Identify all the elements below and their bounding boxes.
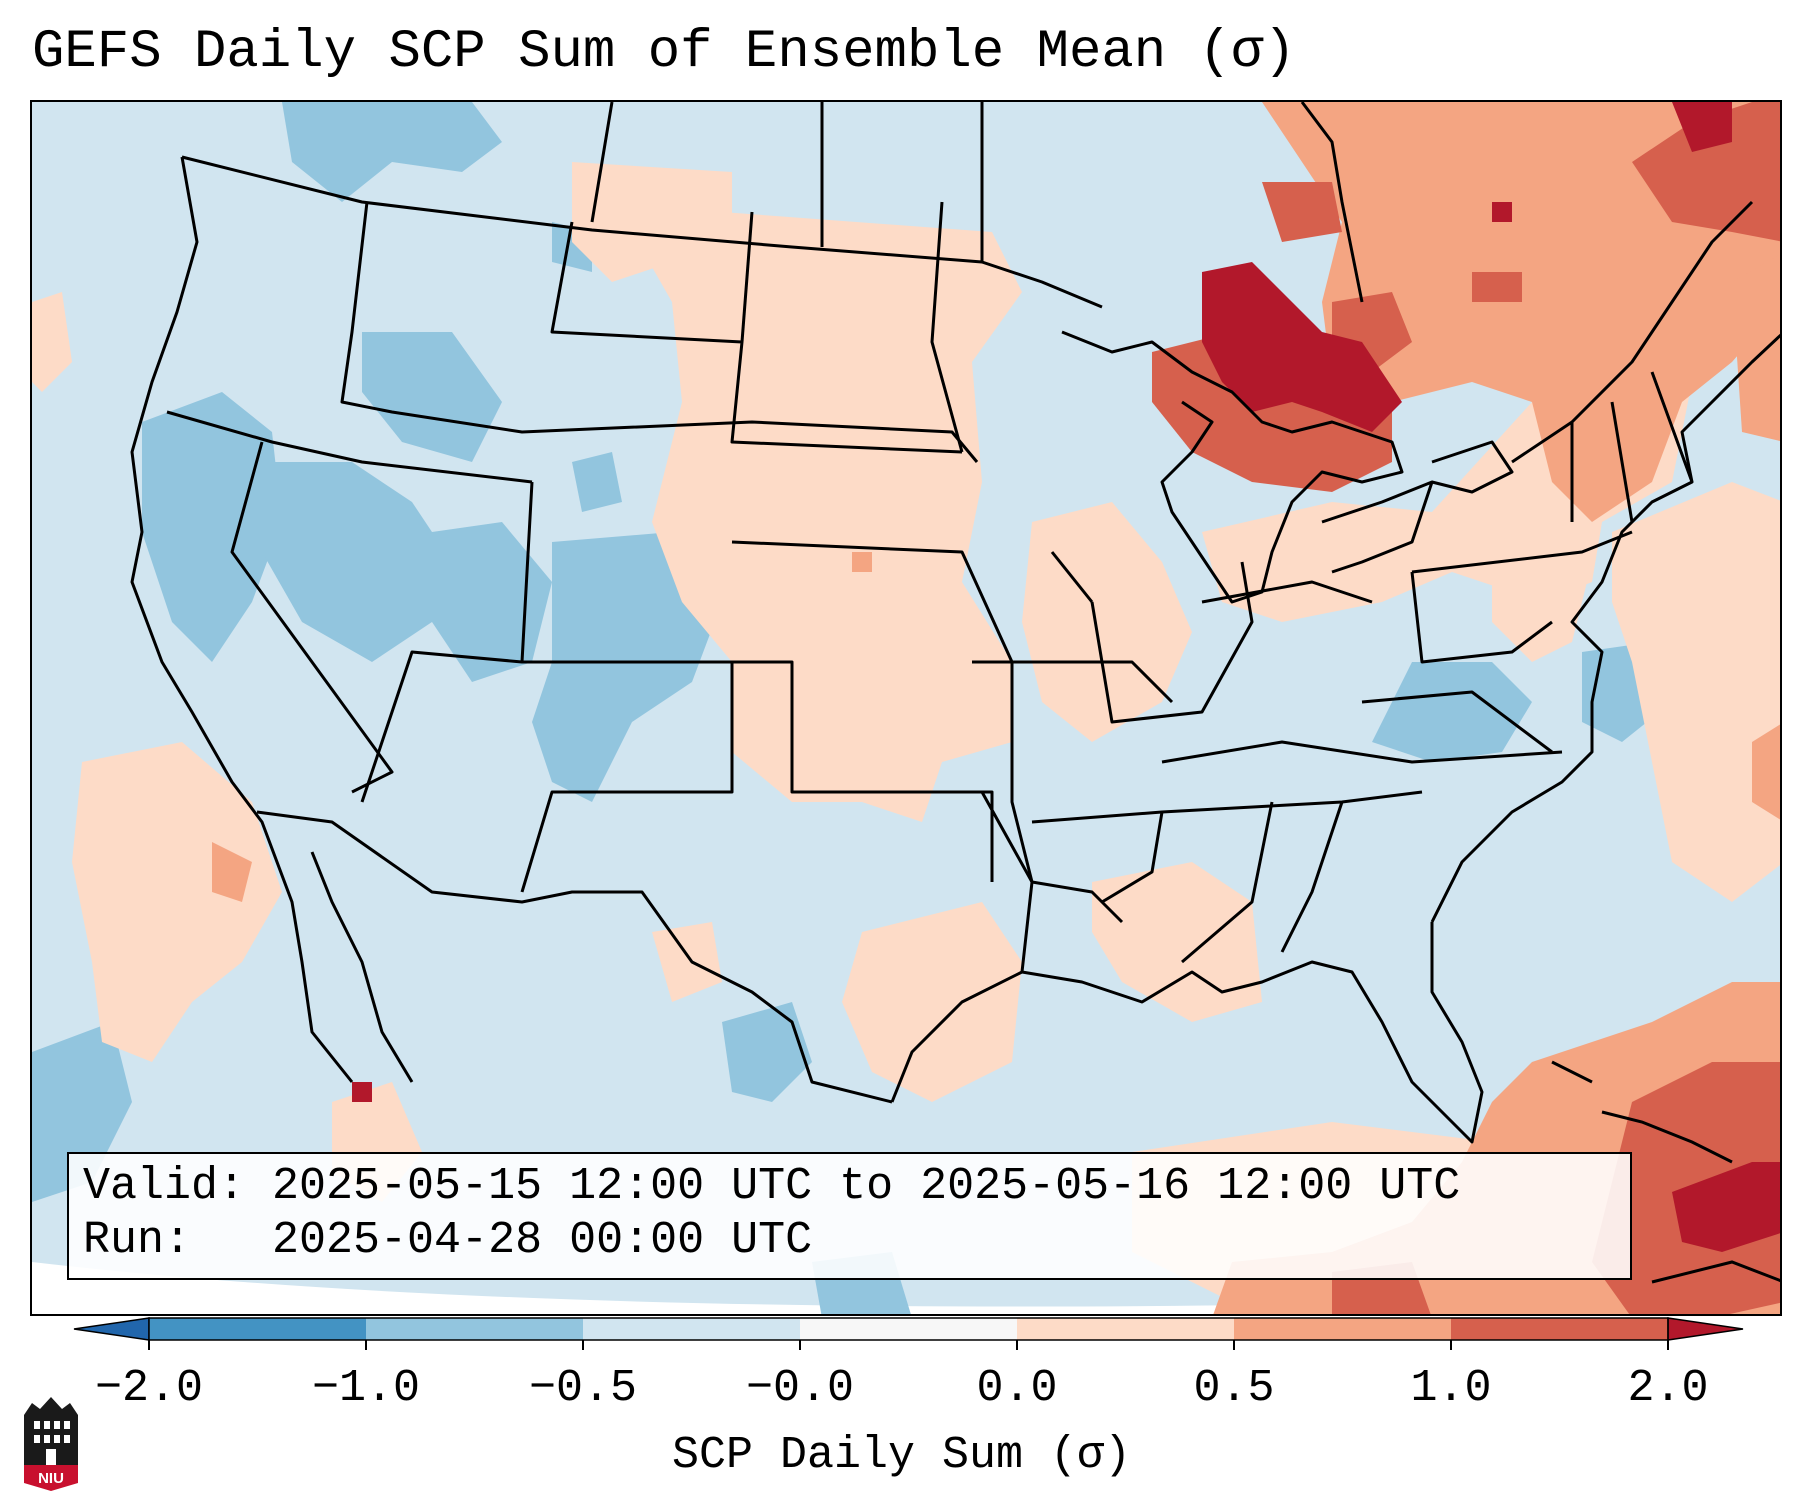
colorbar-bin bbox=[366, 1318, 583, 1340]
colorbar bbox=[73, 1317, 1744, 1350]
colorbar-bin bbox=[149, 1318, 366, 1340]
colorbar-tick-label: −2.0 bbox=[94, 1363, 204, 1414]
map-corner-blank bbox=[32, 1262, 1780, 1314]
colorbar-tick-label: −1.0 bbox=[311, 1363, 421, 1414]
colorbar-tick-label: 2.0 bbox=[1627, 1363, 1709, 1414]
colorbar-title: SCP Daily Sum (σ) bbox=[671, 1430, 1132, 1481]
map-boundaries bbox=[130, 102, 1780, 1144]
field-positive-max bbox=[352, 102, 1780, 1252]
colorbar-outline bbox=[148, 1317, 1669, 1341]
colorbar-bin bbox=[1451, 1318, 1668, 1340]
colorbar-tick-label: 0.0 bbox=[976, 1363, 1058, 1414]
colorbar-bin bbox=[1234, 1318, 1451, 1340]
map-canvas bbox=[32, 102, 1780, 1314]
valid-time-line: Valid: 2025-05-15 12:00 UTC to 2025-05-1… bbox=[83, 1161, 1461, 1212]
map-panel bbox=[30, 100, 1782, 1316]
colorbar-bin bbox=[800, 1318, 1017, 1340]
valid-run-info-box: Valid: 2025-05-15 12:00 UTC to 2025-05-1… bbox=[67, 1152, 1632, 1280]
colorbar-tick-label: 0.5 bbox=[1193, 1363, 1275, 1414]
caribbean-islands bbox=[1551, 1060, 1780, 1284]
colorbar-bin bbox=[1017, 1318, 1234, 1340]
colorbar-bin bbox=[583, 1318, 800, 1340]
colorbar-extend-high bbox=[1667, 1317, 1744, 1341]
colorbar-tick-label: −0.0 bbox=[745, 1363, 855, 1414]
chart-title: GEFS Daily SCP Sum of Ensemble Mean (σ) bbox=[32, 22, 1296, 83]
svg-text:NIU: NIU bbox=[38, 1470, 64, 1487]
colorbar-tick-label: −0.5 bbox=[528, 1363, 638, 1414]
run-time-line: Run: 2025-04-28 00:00 UTC bbox=[83, 1215, 813, 1266]
colorbar-tick-label: 1.0 bbox=[1410, 1363, 1492, 1414]
niu-logo-icon: NIU bbox=[24, 1397, 78, 1491]
colorbar-extend-low bbox=[73, 1317, 150, 1341]
